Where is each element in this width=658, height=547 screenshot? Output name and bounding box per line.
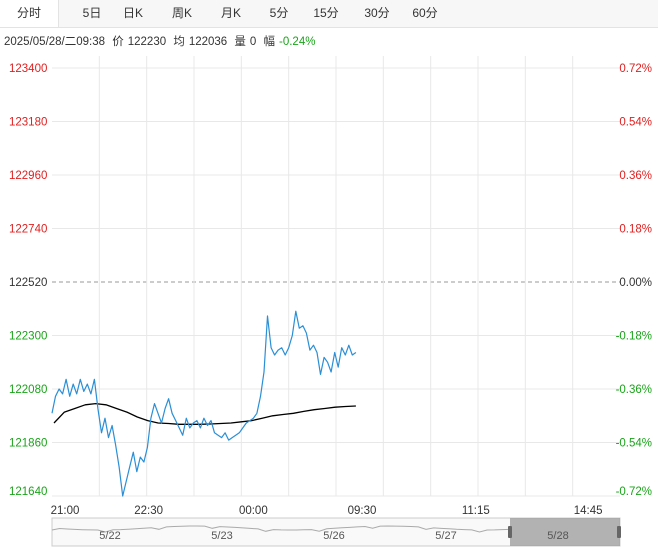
tab-daily-k[interactable]: 日K bbox=[122, 6, 143, 20]
y-tick-label-left: 121860 bbox=[9, 438, 47, 450]
x-tick-label: 11:15 bbox=[462, 505, 490, 517]
average-price-line bbox=[53, 402, 356, 425]
change-label: 幅 bbox=[263, 36, 276, 48]
y-tick-label-left: 122740 bbox=[9, 224, 47, 236]
x-axis: 21:00 22:30 00:00 09:30 11:15 14:45 bbox=[51, 505, 603, 517]
x-tick-label: 22:30 bbox=[134, 505, 163, 517]
navigator-date-label: 5/26 bbox=[323, 530, 344, 542]
navigator-handle-right bbox=[617, 526, 621, 538]
range-navigator: 5/22 5/23 5/26 5/27 5/28 bbox=[51, 517, 621, 547]
tab-weekly-k[interactable]: 周K bbox=[171, 6, 192, 20]
navigator-selection bbox=[510, 518, 620, 546]
y-tick-label-right: 0.36% bbox=[619, 170, 652, 182]
chart-series bbox=[51, 310, 357, 497]
navigator-date-label: 5/27 bbox=[435, 530, 456, 542]
x-tick-label: 21:00 bbox=[51, 505, 80, 517]
navigator-handle-left bbox=[508, 526, 512, 538]
navigator-date-label: 5/28 bbox=[547, 530, 568, 542]
y-tick-label-right: 0.54% bbox=[619, 117, 652, 129]
tab-intraday[interactable]: 分时 bbox=[0, 0, 59, 27]
price-line bbox=[51, 310, 357, 497]
navigator-date-label: 5/23 bbox=[211, 530, 232, 542]
avg-label: 均 bbox=[173, 36, 185, 48]
tab-30-min[interactable]: 30分 bbox=[364, 6, 390, 20]
avg-value: 122036 bbox=[188, 36, 228, 48]
quote-datetime: 2025/05/28/二09:38 bbox=[4, 36, 106, 48]
y-tick-label-right: 0.18% bbox=[619, 224, 652, 236]
x-tick-label: 09:30 bbox=[348, 505, 377, 517]
change-value: -0.24% bbox=[279, 36, 316, 48]
x-tick-label: 00:00 bbox=[239, 505, 268, 517]
y-tick-label-left: 123180 bbox=[9, 117, 47, 129]
x-tick-label: 14:45 bbox=[574, 505, 603, 517]
period-tab-bar: 分时 5日 日K 周K 月K 5分 15分 30分 60分 bbox=[0, 0, 658, 28]
volume-label: 量 bbox=[234, 36, 246, 48]
navigator-date-label: 5/22 bbox=[99, 530, 120, 542]
chart-grid bbox=[52, 56, 620, 497]
price-value: 122230 bbox=[127, 36, 167, 48]
y-tick-label-right: 0.72% bbox=[619, 63, 652, 75]
y-tick-label-left: 122080 bbox=[9, 384, 47, 396]
tab-15-min[interactable]: 15分 bbox=[313, 6, 339, 20]
y-tick-label-left: 122300 bbox=[9, 331, 47, 343]
y-tick-label-right: -0.18% bbox=[616, 331, 652, 343]
y-tick-label-left: 122960 bbox=[9, 170, 47, 182]
y-tick-label-left: 121640 bbox=[9, 486, 47, 498]
y-tick-label-left: 123400 bbox=[9, 63, 47, 75]
y-axis-labels: 123400 0.72% 123180 0.54% 122960 0.36% 122740 0… bbox=[9, 63, 652, 498]
tab-60-min[interactable]: 60分 bbox=[412, 6, 438, 20]
volume-value: 0 bbox=[249, 36, 257, 48]
tab-5-min[interactable]: 5分 bbox=[269, 6, 289, 20]
navigator-history-line bbox=[51, 525, 511, 533]
tab-5-day[interactable]: 5日 bbox=[82, 6, 102, 20]
y-tick-label-right: -0.54% bbox=[616, 438, 652, 450]
y-tick-label-right: -0.36% bbox=[616, 384, 652, 396]
y-tick-label-right: -0.72% bbox=[616, 486, 652, 498]
tab-monthly-k[interactable]: 月K bbox=[220, 6, 241, 20]
price-label: 价 bbox=[112, 36, 124, 48]
y-tick-label-left: 122520 bbox=[9, 277, 47, 289]
y-tick-label-right: 0.00% bbox=[619, 277, 652, 289]
